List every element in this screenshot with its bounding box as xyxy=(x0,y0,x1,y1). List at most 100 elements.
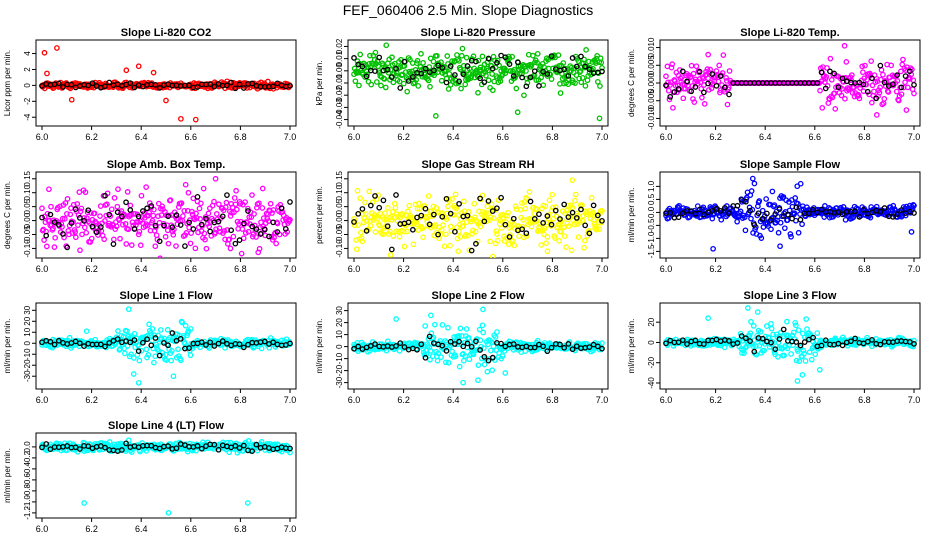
data-point xyxy=(881,95,888,102)
data-point xyxy=(599,340,605,346)
data-point xyxy=(400,80,407,87)
data-point xyxy=(185,189,192,196)
data-point xyxy=(420,60,426,66)
data-point xyxy=(594,343,601,350)
data-point xyxy=(569,209,576,216)
data-point xyxy=(198,339,205,345)
data-point xyxy=(165,443,171,449)
y-tick-label: 0 xyxy=(23,83,32,88)
data-point xyxy=(460,357,467,364)
data-point xyxy=(363,228,370,234)
data-point xyxy=(207,81,213,88)
data-point xyxy=(414,205,421,212)
data-point xyxy=(47,211,54,218)
data-point xyxy=(724,101,731,108)
data-point xyxy=(135,63,142,70)
data-point xyxy=(407,56,413,63)
data-point xyxy=(251,211,257,217)
data-point xyxy=(462,353,469,359)
data-point xyxy=(438,77,445,84)
data-point xyxy=(219,213,226,220)
data-point xyxy=(599,68,605,75)
data-point xyxy=(670,104,676,111)
data-point xyxy=(582,82,589,89)
data-point xyxy=(750,323,757,329)
data-point xyxy=(130,340,137,346)
data-point xyxy=(104,201,110,208)
y-tick-label: 30 xyxy=(335,306,344,315)
data-point xyxy=(505,241,512,248)
data-point xyxy=(816,366,823,373)
data-point xyxy=(775,339,782,346)
data-point xyxy=(544,71,551,77)
data-point xyxy=(136,228,143,235)
data-point xyxy=(115,328,121,334)
data-point xyxy=(494,59,500,66)
data-point xyxy=(807,331,814,338)
data-point xyxy=(404,88,411,95)
data-point xyxy=(890,214,896,220)
data-point xyxy=(502,370,509,376)
data-point xyxy=(824,65,830,71)
data-point xyxy=(586,227,592,234)
data-point xyxy=(207,339,213,346)
data-point xyxy=(489,71,496,77)
data-point xyxy=(257,231,264,237)
data-point xyxy=(750,343,756,349)
plot-frame xyxy=(347,302,609,390)
data-point xyxy=(595,78,601,85)
data-point xyxy=(270,339,277,346)
data-point xyxy=(396,233,403,240)
data-point xyxy=(119,213,125,220)
data-point xyxy=(822,85,829,92)
x-tick-label: 6.2 xyxy=(709,132,722,142)
data-point xyxy=(680,95,687,102)
y-tick-label: 10 xyxy=(335,330,344,339)
data-point xyxy=(68,96,75,103)
data-point xyxy=(229,204,236,211)
data-point xyxy=(89,80,96,87)
data-point xyxy=(447,223,454,230)
data-point xyxy=(414,221,420,228)
data-point xyxy=(422,354,429,361)
data-point xyxy=(721,205,728,211)
data-point xyxy=(726,68,733,74)
data-point xyxy=(561,224,567,231)
data-point xyxy=(190,226,197,232)
data-point xyxy=(226,449,233,456)
data-point xyxy=(445,203,451,210)
data-point xyxy=(876,89,883,96)
data-point xyxy=(823,74,830,80)
data-point xyxy=(131,226,138,232)
data-point xyxy=(871,88,877,95)
data-point xyxy=(583,209,590,216)
data-point xyxy=(432,222,439,228)
data-point xyxy=(393,192,399,198)
data-point xyxy=(911,202,917,209)
data-point xyxy=(705,80,711,87)
data-point xyxy=(102,83,108,90)
data-point xyxy=(772,346,779,353)
x-tick-label: 6.0 xyxy=(348,132,361,142)
data-point xyxy=(787,231,794,237)
data-point xyxy=(149,326,156,332)
data-point xyxy=(278,205,285,212)
data-point xyxy=(890,81,896,88)
data-point xyxy=(569,346,576,353)
data-point xyxy=(776,206,783,213)
y-tick-label: 0.05 xyxy=(335,198,344,214)
data-point xyxy=(430,58,437,65)
y-tick-label: 0.000 xyxy=(647,72,656,93)
data-point xyxy=(434,52,440,59)
y-tick-label: -1.0 xyxy=(647,231,656,245)
data-point xyxy=(97,224,104,230)
data-point xyxy=(531,68,538,75)
x-tick-label: 6.2 xyxy=(397,395,410,405)
y-tick-label: -2 xyxy=(23,97,32,105)
x-tick-label: 6.8 xyxy=(234,132,247,142)
data-point xyxy=(260,215,267,222)
data-points xyxy=(39,175,293,258)
data-points xyxy=(663,305,917,384)
data-point xyxy=(390,79,397,86)
data-point xyxy=(437,231,444,238)
